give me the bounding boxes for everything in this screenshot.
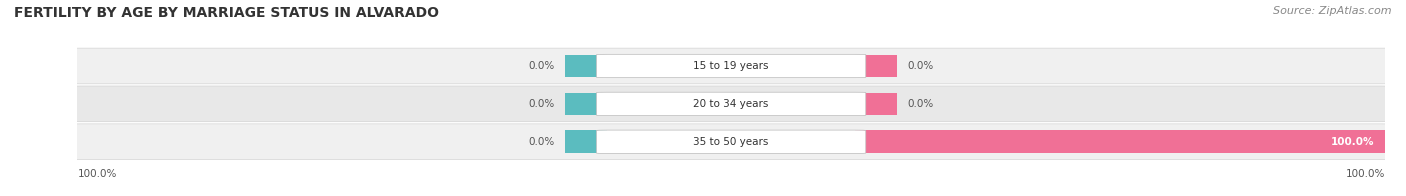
Text: 0.0%: 0.0% xyxy=(908,61,934,71)
Text: 100.0%: 100.0% xyxy=(1331,137,1375,147)
FancyBboxPatch shape xyxy=(65,124,1398,160)
Text: 35 to 50 years: 35 to 50 years xyxy=(693,137,769,147)
Text: Source: ZipAtlas.com: Source: ZipAtlas.com xyxy=(1274,6,1392,16)
Bar xyxy=(565,55,607,77)
Text: 100.0%: 100.0% xyxy=(77,169,117,179)
Text: 0.0%: 0.0% xyxy=(908,99,934,109)
Bar xyxy=(855,130,897,153)
Text: 0.0%: 0.0% xyxy=(529,137,554,147)
Bar xyxy=(855,130,1385,153)
FancyBboxPatch shape xyxy=(65,48,1398,84)
Bar xyxy=(565,93,607,115)
FancyBboxPatch shape xyxy=(596,130,866,153)
Bar xyxy=(855,93,897,115)
Text: 15 to 19 years: 15 to 19 years xyxy=(693,61,769,71)
Text: 0.0%: 0.0% xyxy=(529,99,554,109)
Text: 100.0%: 100.0% xyxy=(1346,169,1385,179)
Text: 20 to 34 years: 20 to 34 years xyxy=(693,99,769,109)
Bar xyxy=(565,130,607,153)
FancyBboxPatch shape xyxy=(596,54,866,78)
FancyBboxPatch shape xyxy=(596,92,866,116)
FancyBboxPatch shape xyxy=(65,86,1398,122)
Bar xyxy=(855,55,897,77)
Legend: Married, Unmarried: Married, Unmarried xyxy=(651,195,811,196)
Text: FERTILITY BY AGE BY MARRIAGE STATUS IN ALVARADO: FERTILITY BY AGE BY MARRIAGE STATUS IN A… xyxy=(14,6,439,20)
Text: 0.0%: 0.0% xyxy=(529,61,554,71)
